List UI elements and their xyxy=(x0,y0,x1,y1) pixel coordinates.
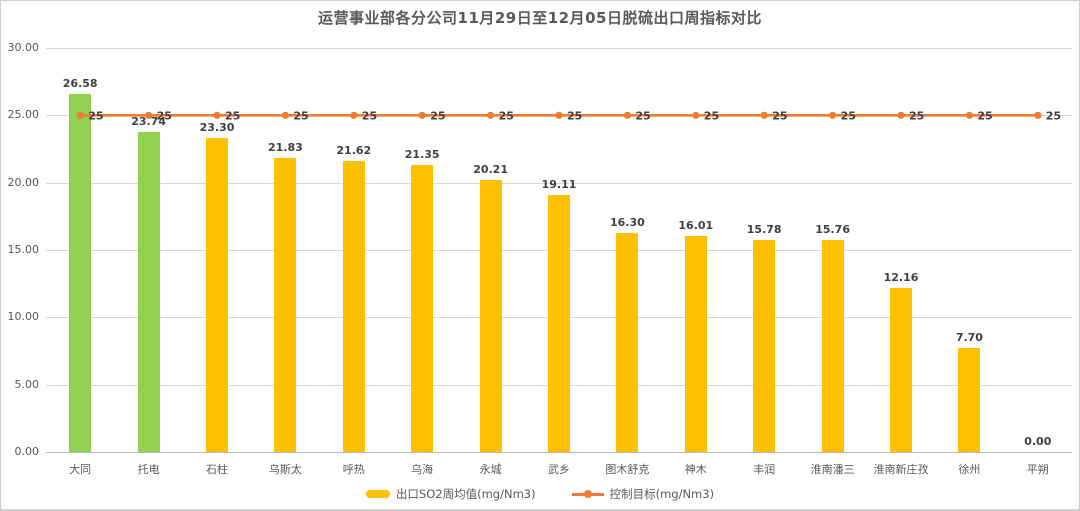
bar-永城 xyxy=(479,179,502,452)
line-marker-icon xyxy=(350,111,358,119)
bar-乌斯太 xyxy=(274,158,297,452)
bar-乌海 xyxy=(411,164,434,452)
x-axis-label-神木: 神木 xyxy=(684,463,707,476)
line-value-label: 25 xyxy=(157,109,172,122)
y-tick-label-15: 15.00 xyxy=(7,243,40,256)
bar-value-label-神木: 16.01 xyxy=(678,219,714,233)
line-value-label: 25 xyxy=(1046,109,1061,122)
bar-淮南新庄孜 xyxy=(890,288,912,452)
line-value-label: 25 xyxy=(909,109,924,122)
line-value-label: 25 xyxy=(841,109,856,122)
y-tick-label-5: 5.00 xyxy=(14,377,40,391)
bar-value-label-石柱: 23.30 xyxy=(199,121,235,135)
bar-value-label-乌斯太: 21.83 xyxy=(267,141,303,154)
x-axis-label-乌斯太: 乌斯太 xyxy=(268,463,302,476)
legend-item-bar-series: 出口SO2周均值(mg/Nm3) xyxy=(365,486,536,502)
y-tick-label-25: 25.00 xyxy=(7,108,40,122)
bar-value-label-徐州: 7.70 xyxy=(955,331,983,345)
line-value-label: 25 xyxy=(430,109,445,122)
line-value-label: 25 xyxy=(977,109,992,122)
bar-value-label-图木舒克: 16.30 xyxy=(609,215,645,229)
bar-value-label-武乡: 19.11 xyxy=(541,177,577,191)
x-axis-label-大同: 大同 xyxy=(69,463,92,476)
line-marker-icon xyxy=(555,111,563,119)
bar-神木 xyxy=(684,236,707,452)
bar-丰润 xyxy=(753,239,776,452)
x-axis-label-淮南新庄孜: 淮南新庄孜 xyxy=(873,463,929,476)
x-axis-label-永城: 永城 xyxy=(479,463,502,476)
x-axis-label-平朔: 平朔 xyxy=(1026,463,1049,476)
line-marker-icon xyxy=(213,111,221,119)
bar-石柱 xyxy=(206,138,228,452)
bar-value-label-大同: 26.58 xyxy=(62,77,98,91)
bar-大同 xyxy=(69,94,92,452)
line-marker-icon xyxy=(965,111,974,119)
line-marker-icon xyxy=(487,111,495,119)
bar-value-label-呼热: 21.62 xyxy=(336,143,372,157)
bar-value-label-托电: 23.74 xyxy=(131,115,166,129)
bar-value-label-淮南潘三: 15.76 xyxy=(815,222,850,236)
x-axis-label-托电: 托电 xyxy=(137,463,160,476)
bar-徐州 xyxy=(958,348,981,452)
line-swatch-dot-icon xyxy=(583,490,592,498)
line-marker-icon xyxy=(897,111,905,119)
legend: 出口SO2周均值(mg/Nm3) 控制目标(mg/Nm3) xyxy=(1,486,1079,502)
line-marker-icon xyxy=(76,111,84,119)
line-value-label: 25 xyxy=(704,109,719,122)
bar-淮南潘三 xyxy=(821,239,844,452)
line-marker-icon xyxy=(418,111,426,119)
x-axis-label-乌海: 乌海 xyxy=(411,463,434,476)
x-axis-label-图木舒克: 图木舒克 xyxy=(605,463,650,476)
x-axis-label-石柱: 石柱 xyxy=(206,463,228,476)
gridline-0 xyxy=(46,452,1072,453)
line-value-label: 25 xyxy=(772,109,787,122)
line-marker-icon xyxy=(1034,111,1042,119)
control-target-line: 25 25 25 25 25 25 25 25 25 25 25 25 25 25 25 xyxy=(76,109,1061,122)
y-tick-label-10: 10.00 xyxy=(7,310,40,324)
line-marker-icon xyxy=(829,111,837,119)
legend-item-line-series: 控制目标(mg/Nm3) xyxy=(571,486,715,502)
x-axis-label-武乡: 武乡 xyxy=(548,463,570,476)
x-axis-label-丰润: 丰润 xyxy=(753,463,776,476)
bar-value-label-平朔: 0.00 xyxy=(1024,435,1052,448)
x-axis-label-呼热: 呼热 xyxy=(342,463,365,476)
line-value-label: 25 xyxy=(499,109,514,122)
gridline-20 xyxy=(46,182,1072,184)
line-value-label: 25 xyxy=(635,109,650,122)
bar-武乡 xyxy=(548,194,570,452)
bar-value-label-丰润: 15.78 xyxy=(746,222,782,236)
bar-series-swatch-icon xyxy=(365,490,390,498)
line-series-swatch-icon xyxy=(571,490,604,498)
line-marker-icon xyxy=(145,111,153,119)
line-value-label: 25 xyxy=(88,109,103,122)
x-axis-label-徐州: 徐州 xyxy=(958,463,981,476)
bar-value-label-淮南新庄孜: 12.16 xyxy=(883,271,919,285)
line-value-label: 25 xyxy=(362,109,377,122)
line-marker-icon xyxy=(692,111,700,119)
legend-label-line-series: 控制目标(mg/Nm3) xyxy=(609,487,715,501)
bar-托电 xyxy=(137,132,160,452)
line-value-label: 25 xyxy=(567,109,582,122)
line-value-label: 25 xyxy=(293,109,308,122)
chart-title: 运营事业部各分公司11月29日至12月05日脱硫出口周指标对比 xyxy=(318,9,762,27)
y-tick-label-30: 30.00 xyxy=(7,41,40,54)
x-axis-label-淮南潘三: 淮南潘三 xyxy=(810,463,855,476)
bar-value-label-永城: 20.21 xyxy=(473,162,508,176)
y-tick-label-0: 0.00 xyxy=(14,445,40,458)
line-marker-icon xyxy=(281,111,289,119)
gridline-30 xyxy=(46,48,1072,49)
bar-value-label-乌海: 21.35 xyxy=(404,147,440,161)
plot-area: 26.58 23.74 23.30 21.83 21.62 21.35 20.21 19.11… xyxy=(46,48,1072,453)
bar-呼热 xyxy=(342,160,365,452)
line-value-label: 25 xyxy=(225,109,240,122)
legend-label-bar-series: 出口SO2周均值(mg/Nm3) xyxy=(395,487,536,501)
line-marker-icon xyxy=(623,111,632,119)
y-tick-label-20: 20.00 xyxy=(7,175,40,189)
line-marker-icon xyxy=(760,111,768,119)
bar-图木舒克 xyxy=(616,232,639,452)
